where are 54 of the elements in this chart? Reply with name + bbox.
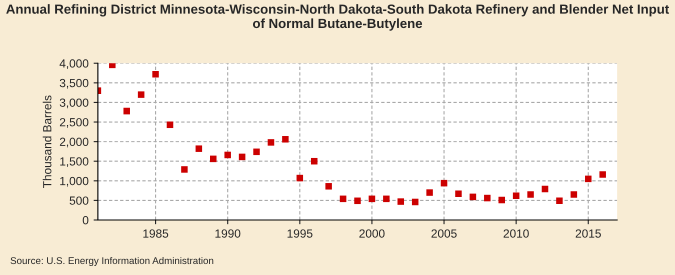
point [585, 176, 592, 182]
point [368, 196, 376, 202]
point [512, 192, 520, 199]
point [556, 198, 563, 204]
x-tick-label: 1995 [288, 229, 312, 238]
point [440, 180, 448, 186]
y-tick-label: 3,000 [60, 98, 88, 108]
y-tick-label: 0 [82, 216, 88, 224]
point [109, 63, 116, 68]
point [484, 194, 491, 202]
point [210, 156, 217, 162]
chart-title: Annual Refining District Minnesota-Wisconsin-North Dakota-South Dakota Refinery and Blender Net Input of Normal Butane-Butylene [6, 4, 670, 31]
point [310, 158, 318, 164]
point [224, 152, 231, 158]
point [398, 198, 404, 205]
point [166, 122, 174, 128]
y-tick-label: 1,500 [60, 157, 88, 168]
point [340, 196, 346, 202]
y-tick-label: 500 [70, 196, 88, 205]
point [570, 191, 578, 198]
point [296, 174, 304, 182]
y-tick-label: 2,000 [60, 138, 88, 148]
x-tick-label: 2000 [359, 229, 385, 238]
x-tick-label: 1985 [143, 229, 168, 238]
point [498, 196, 505, 204]
point [196, 145, 202, 152]
point [599, 171, 606, 178]
point [325, 183, 332, 190]
point [412, 198, 418, 206]
point [268, 139, 274, 146]
y-tick-label: 1,000 [60, 176, 88, 187]
x-tick-label: 2010 [504, 229, 529, 238]
point [282, 136, 289, 143]
y-tick-label: 2,500 [60, 118, 88, 128]
point [426, 189, 433, 196]
point [123, 108, 130, 114]
point [138, 91, 144, 98]
point [527, 191, 534, 198]
point [181, 166, 188, 173]
point [542, 186, 548, 192]
point [253, 148, 260, 156]
y-axis-title: Thousand Barrels [42, 95, 52, 188]
point [354, 198, 361, 204]
x-tick-label: 2005 [432, 229, 457, 238]
y-tick-label: 4,000 [60, 59, 88, 70]
y-tick-label: 3,500 [60, 78, 88, 89]
point [238, 154, 246, 160]
x-tick-label: 2015 [576, 229, 601, 238]
point [470, 194, 476, 200]
point [383, 196, 390, 202]
point [455, 190, 462, 197]
source-note: Source: U.S. Energy Information Administration [10, 256, 214, 266]
x-tick-label: 1990 [215, 229, 240, 238]
point [152, 70, 159, 78]
